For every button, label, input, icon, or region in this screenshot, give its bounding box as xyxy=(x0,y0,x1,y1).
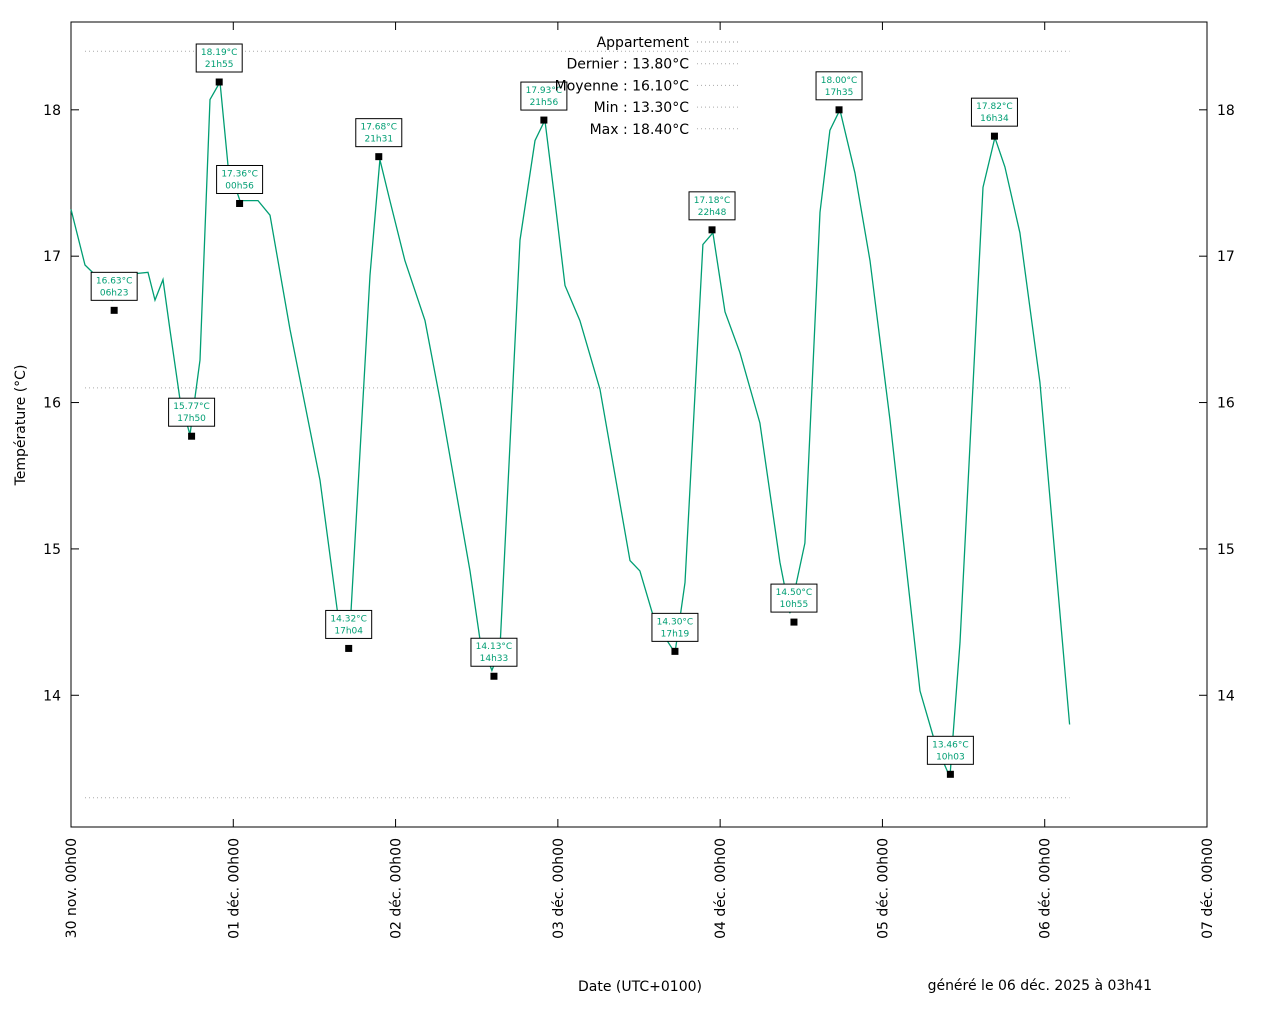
annotation-marker xyxy=(215,78,223,86)
annotation-label: 18.00°C xyxy=(821,76,858,86)
annotation-marker xyxy=(188,432,196,440)
annotation-time: 10h55 xyxy=(780,600,809,610)
annotation-time: 17h19 xyxy=(661,629,690,639)
annotation-label: 14.30°C xyxy=(657,617,694,627)
annotation-marker xyxy=(990,132,998,140)
annotation-box xyxy=(195,43,243,73)
annotation-marker xyxy=(790,618,798,626)
y-tick-label: 14 xyxy=(43,688,61,704)
x-tick-label: 05 déc. 00h00 xyxy=(875,838,891,939)
annotation-label: 14.50°C xyxy=(776,588,813,598)
x-tick-label: 01 déc. 00h00 xyxy=(226,838,242,939)
y-tick-label: 17 xyxy=(43,249,61,265)
annotation-label: 17.18°C xyxy=(694,196,731,206)
legend-label: Dernier : 13.80°C xyxy=(566,57,689,73)
annotation-time: 21h55 xyxy=(205,60,234,70)
annotation-label: 13.46°C xyxy=(932,740,969,750)
annotation-label: 17.93°C xyxy=(526,86,563,96)
annotation-marker xyxy=(110,306,118,314)
annotation-box xyxy=(90,271,138,301)
annotation-box xyxy=(520,81,568,111)
legend-label: Min : 13.30°C xyxy=(594,100,690,116)
annotation-label: 17.36°C xyxy=(221,169,258,179)
annotation-box xyxy=(815,71,863,101)
annotation-marker xyxy=(236,199,244,207)
annotation-box xyxy=(970,97,1018,127)
annotation-box xyxy=(926,735,974,765)
y-axis-label: Température (°C) xyxy=(13,365,29,487)
annotation-time: 21h31 xyxy=(364,135,393,145)
annotation-box xyxy=(325,609,373,639)
legend-label: Appartement xyxy=(597,35,690,51)
y2-tick-label: 18 xyxy=(1217,103,1235,119)
annotation-box xyxy=(168,397,216,427)
annotation-label: 14.13°C xyxy=(476,642,513,652)
y2-tick-label: 16 xyxy=(1217,396,1235,412)
annotation-box xyxy=(770,583,818,613)
annotation-box xyxy=(216,164,264,194)
y-tick-label: 18 xyxy=(43,103,61,119)
annotation-marker xyxy=(708,226,716,234)
y-tick-label: 15 xyxy=(43,542,61,558)
annotation-marker xyxy=(345,644,353,652)
x-axis-label: Date (UTC+0100) xyxy=(578,979,702,995)
annotation-time: 00h56 xyxy=(225,181,254,191)
annotation-label: 17.68°C xyxy=(360,123,397,133)
x-tick-label: 07 déc. 00h00 xyxy=(1200,838,1216,939)
annotation-time: 14h33 xyxy=(480,654,509,664)
series-line xyxy=(70,79,1071,778)
annotation-box xyxy=(470,637,518,667)
annotation-marker xyxy=(490,672,498,680)
annotation-marker xyxy=(375,153,383,161)
y-tick-label: 16 xyxy=(43,396,61,412)
annotation-time: 06h23 xyxy=(100,288,129,298)
annotation-marker xyxy=(671,647,679,655)
annotation-label: 16.63°C xyxy=(96,276,133,286)
annotation-label: 15.77°C xyxy=(173,402,210,412)
plot-frame xyxy=(70,21,1208,828)
annotation-marker xyxy=(540,116,548,124)
y2-tick-label: 17 xyxy=(1217,249,1235,265)
annotation-time: 17h50 xyxy=(177,414,206,424)
x-tick-label: 04 déc. 00h00 xyxy=(713,838,729,939)
annotation-time: 16h34 xyxy=(980,114,1009,124)
y2-tick-label: 15 xyxy=(1217,542,1235,558)
annotation-marker xyxy=(835,106,843,114)
annotation-time: 17h35 xyxy=(825,88,854,98)
annotation-box xyxy=(651,612,699,642)
legend-label: Max : 18.40°C xyxy=(590,122,690,138)
annotation-label: 14.32°C xyxy=(330,614,367,624)
annotation-time: 21h56 xyxy=(530,98,559,108)
y2-tick-label: 14 xyxy=(1217,688,1235,704)
legend-label: Moyenne : 16.10°C xyxy=(555,78,690,94)
annotation-time: 17h04 xyxy=(334,626,363,636)
annotation-label: 17.82°C xyxy=(976,102,1013,112)
annotation-box xyxy=(355,118,403,148)
footer: généré le 06 déc. 2025 à 03h41 xyxy=(928,978,1152,994)
annotation-time: 22h48 xyxy=(698,208,727,218)
x-tick-label: 02 déc. 00h00 xyxy=(389,838,405,939)
annotation-label: 18.19°C xyxy=(201,48,238,58)
annotation-marker xyxy=(946,770,954,778)
x-tick-label: 06 déc. 00h00 xyxy=(1038,838,1054,939)
annotation-time: 10h03 xyxy=(936,752,965,762)
annotation-box xyxy=(688,191,736,221)
x-tick-label: 03 déc. 00h00 xyxy=(551,838,567,939)
x-tick-label: 30 nov. 00h00 xyxy=(64,838,80,938)
